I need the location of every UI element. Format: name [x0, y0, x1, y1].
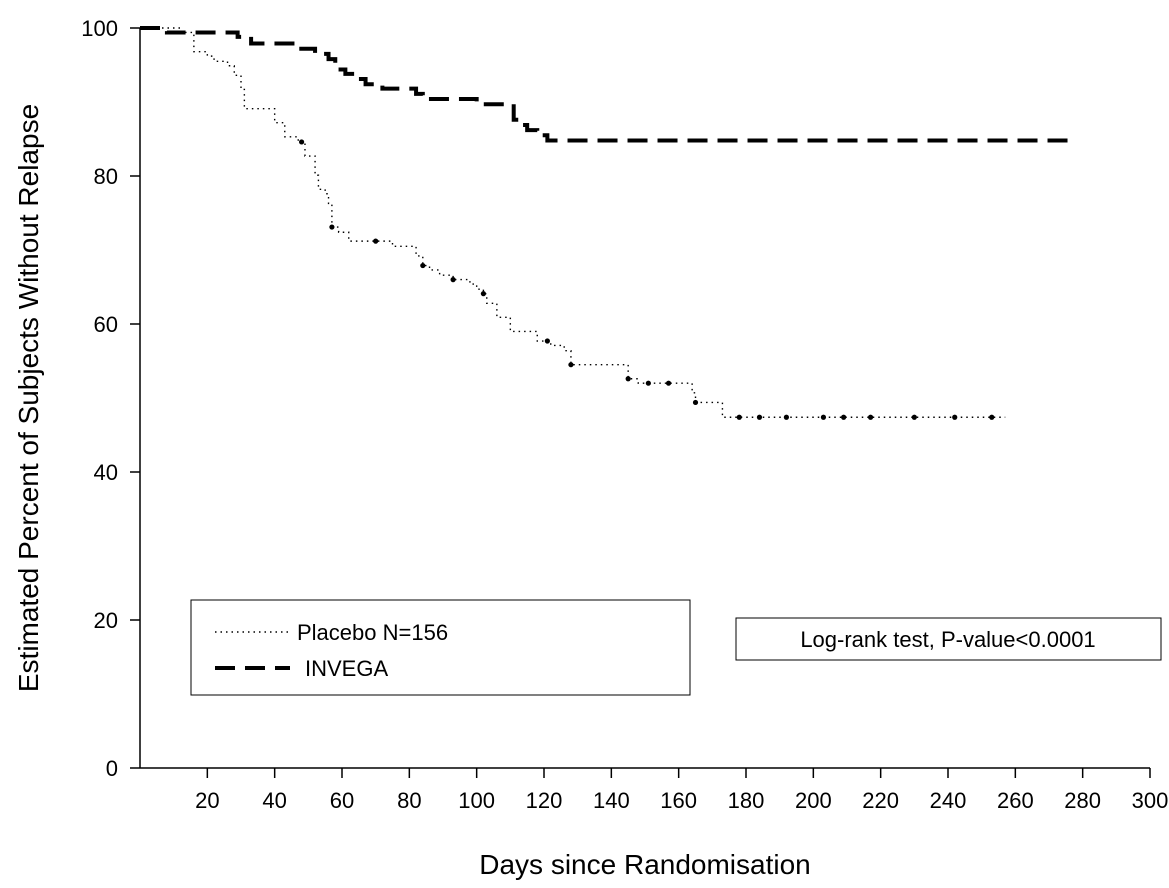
censor-marker	[952, 414, 958, 420]
censor-marker	[867, 414, 874, 420]
censor-marker	[450, 277, 456, 283]
censor-marker	[568, 362, 574, 368]
legend: Placebo N=156 INVEGA	[190, 599, 691, 696]
x-tick-label: 300	[1132, 788, 1169, 813]
x-tick-label: 40	[262, 788, 286, 813]
x-ticks: 20 40 60 80 100 120 140 160 180 200 220 240 260 280 30…	[195, 768, 1168, 813]
censor-marker	[989, 414, 995, 420]
legend-label-invega: INVEGA	[305, 656, 388, 681]
series-line-placebo-n-156	[140, 27, 1006, 418]
censor-marker	[820, 414, 827, 420]
legend-label-placebo: Placebo N=156	[297, 620, 448, 645]
y-tick-label: 40	[94, 460, 118, 485]
censor-marker	[756, 414, 763, 420]
series-layer	[140, 26, 1073, 420]
censor-marker	[544, 338, 550, 344]
x-axis-title: Days since Randomisation	[479, 849, 811, 880]
censor-marker	[911, 414, 917, 420]
x-tick-label: 20	[195, 788, 219, 813]
logrank-annotation: Log-rank test, P-value<0.0001	[735, 617, 1162, 661]
annotation-text: Log-rank test, P-value<0.0001	[800, 627, 1095, 652]
censor-marker	[736, 414, 742, 420]
censor-marker	[625, 376, 631, 382]
axes	[139, 28, 1150, 769]
x-tick-label: 240	[930, 788, 967, 813]
series-line-invega	[140, 26, 1073, 143]
y-tick-label: 100	[81, 16, 118, 41]
censor-marker	[420, 262, 426, 269]
y-tick-label: 80	[94, 164, 118, 189]
x-tick-label: 60	[330, 788, 354, 813]
censor-marker	[841, 414, 847, 420]
censor-marker	[480, 291, 486, 297]
censor-marker	[373, 238, 379, 244]
censor-marker	[329, 224, 335, 230]
x-tick-label: 140	[593, 788, 630, 813]
censor-marker	[783, 414, 790, 420]
x-tick-label: 160	[660, 788, 697, 813]
censor-marker	[665, 380, 672, 386]
x-tick-label: 120	[526, 788, 563, 813]
x-tick-label: 220	[862, 788, 899, 813]
censor-marker	[299, 139, 305, 145]
legend-box	[190, 599, 691, 696]
x-tick-label: 100	[458, 788, 495, 813]
censor-marker	[645, 380, 651, 386]
annotation-box	[735, 617, 1162, 661]
x-tick-label: 180	[728, 788, 765, 813]
censor-marker	[692, 399, 699, 406]
x-tick-label: 80	[397, 788, 421, 813]
x-tick-label: 200	[795, 788, 832, 813]
y-tick-label: 0	[106, 756, 118, 781]
y-axis-title: Estimated Percent of Subjects Without Re…	[13, 104, 44, 692]
y-tick-label: 60	[94, 312, 118, 337]
y-ticks: 0 20 40 60 80 100	[81, 16, 140, 781]
x-tick-label: 260	[997, 788, 1034, 813]
y-tick-label: 20	[94, 608, 118, 633]
x-tick-label: 280	[1064, 788, 1101, 813]
